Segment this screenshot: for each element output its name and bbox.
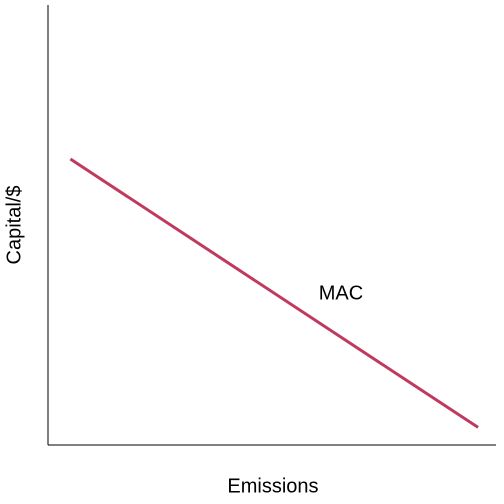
x-axis-label: Emissions	[227, 475, 318, 497]
line	[69, 157, 479, 429]
annotation: MAC	[319, 282, 363, 304]
y-axis-label: Capital/$	[3, 186, 25, 265]
